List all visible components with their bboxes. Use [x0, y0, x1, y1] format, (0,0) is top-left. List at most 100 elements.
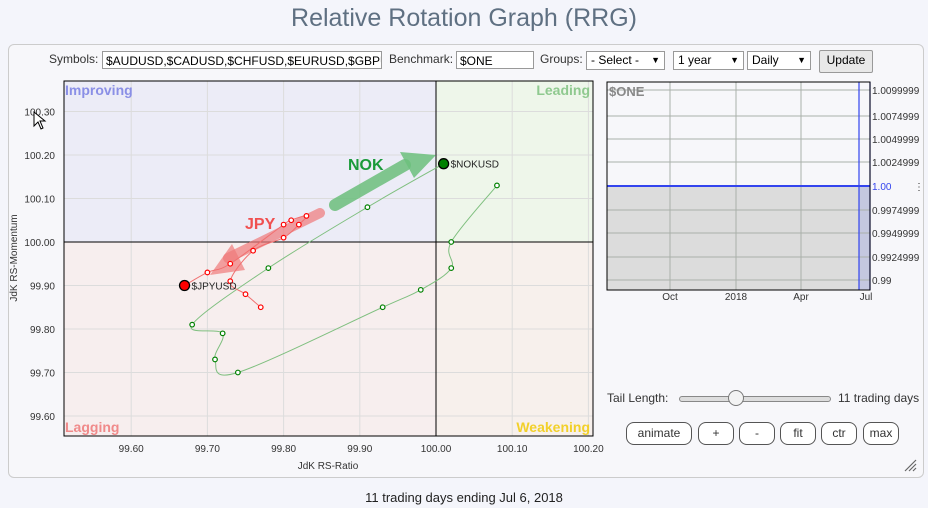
x-tick-label: 99.70: [195, 444, 220, 455]
series-tail-point[interactable]: [448, 265, 455, 272]
zoom-in-button[interactable]: +: [698, 422, 734, 445]
mini-y-tick-label: 1.0099999: [872, 86, 920, 97]
quadrant-leading: [436, 81, 593, 242]
x-tick-label: 99.60: [119, 444, 144, 455]
series-tail-point[interactable]: [303, 212, 310, 219]
nok-annotation: NOK: [348, 157, 384, 174]
series-tail-point[interactable]: [295, 221, 302, 228]
mini-x-tick-label: Apr: [793, 292, 809, 303]
y-tick-label: 100.30: [24, 108, 55, 119]
mini-y-tick-label: 1.00: [872, 182, 892, 193]
x-tick-label: 100.10: [497, 444, 528, 455]
nok-arrowhead: [400, 152, 436, 178]
series-tail-point[interactable]: [257, 304, 264, 311]
page-title: Relative Rotation Graph (RRG): [291, 4, 637, 32]
y-tick-label: 99.70: [30, 369, 55, 380]
animate-button[interactable]: animate: [626, 422, 692, 445]
footer-caption: 11 trading days ending Jul 6, 2018: [365, 490, 563, 505]
center-button[interactable]: ctr: [821, 422, 857, 445]
series-tail-point[interactable]: [212, 356, 218, 363]
series-tail-point[interactable]: [280, 221, 287, 228]
series-tail-point[interactable]: [379, 304, 386, 311]
y-tick-label: 100.00: [24, 238, 55, 249]
quadrant-lagging: [64, 242, 436, 436]
dropdown-arrow-icon: ▼: [651, 55, 660, 65]
max-button[interactable]: max: [863, 422, 899, 445]
x-tick-label: 99.80: [271, 444, 296, 455]
benchmark-input[interactable]: $ONE: [456, 51, 534, 69]
series-label: $JPYUSD: [192, 282, 237, 293]
series-tail-point[interactable]: [204, 269, 211, 276]
x-tick-label: 100.00: [421, 444, 452, 455]
jpy-arrowhead: [210, 244, 245, 275]
nok-arrow: [329, 159, 411, 211]
series-tail-point[interactable]: [227, 260, 234, 267]
quadrant-improving: [64, 81, 436, 242]
fit-button[interactable]: fit: [780, 422, 816, 445]
tail-length-label: Tail Length:: [607, 391, 669, 405]
symbols-label: Symbols:: [49, 52, 99, 66]
series-tail-point[interactable]: [417, 286, 424, 293]
tail-length-value: 11 trading days: [838, 391, 920, 405]
mini-y-tick-label: 1.0024999: [872, 158, 920, 169]
series-tail-point[interactable]: [280, 234, 287, 241]
y-tick-label: 100.20: [24, 151, 55, 162]
quadrant-leading-label: Leading: [536, 82, 590, 98]
x-tick-label: 99.90: [347, 444, 372, 455]
frequency-select[interactable]: Daily ▼: [747, 51, 811, 70]
mini-y-tick-label: 0.9924999: [872, 253, 920, 264]
period-value: 1 year: [678, 53, 712, 67]
series-tail-point[interactable]: [288, 217, 295, 224]
frequency-value: Daily: [752, 53, 779, 67]
plot-border: [63, 80, 594, 437]
period-select[interactable]: 1 year ▼: [673, 51, 744, 70]
mouse-cursor-icon: [33, 110, 47, 130]
series-tail-point[interactable]: [242, 291, 249, 298]
benchmark-label: Benchmark:: [389, 52, 454, 66]
zoom-out-button[interactable]: -: [739, 422, 775, 445]
mini-y-tick-label: 0.99: [872, 276, 892, 287]
groups-value: - Select -: [591, 53, 640, 67]
series-tail-point[interactable]: [219, 330, 226, 337]
series-tail-point[interactable]: [364, 204, 371, 211]
more-options-icon[interactable]: ⋮: [914, 182, 924, 193]
quadrant-improving-label: Improving: [65, 82, 133, 98]
series-tail-point[interactable]: [234, 369, 241, 376]
mini-y-tick-label: 1.0049999: [872, 135, 920, 146]
series-tail-point[interactable]: [189, 321, 196, 328]
series-tail-point[interactable]: [250, 247, 257, 254]
slider-handle[interactable]: [728, 390, 744, 406]
mini-chart-fill: [607, 186, 870, 290]
series-head-point[interactable]: [437, 158, 450, 170]
symbols-input[interactable]: $AUDUSD,$CADUSD,$CHFUSD,$EURUSD,$GBPUSD: [102, 51, 382, 69]
mini-x-tick-label: Jul: [860, 292, 873, 303]
series-label: $NOKUSD: [451, 160, 499, 171]
x-axis-label: JdK RS-Ratio: [298, 461, 359, 472]
series-tail-point[interactable]: [494, 182, 500, 189]
tail-length-slider[interactable]: [679, 390, 831, 406]
y-tick-label: 100.10: [24, 195, 55, 206]
mini-y-tick-label: 1.0074999: [872, 112, 920, 123]
x-tick-label: 100.20: [573, 444, 604, 455]
mini-y-tick-label: 0.9974999: [872, 206, 920, 217]
dropdown-arrow-icon: ▼: [797, 55, 806, 65]
series-tail-point[interactable]: [265, 265, 272, 272]
mini-y-tick-label: 0.9949999: [872, 229, 920, 240]
jpy-arrow: [223, 208, 325, 263]
jpy-annotation: JPY: [245, 216, 276, 233]
resize-handle-icon[interactable]: [903, 458, 917, 472]
mini-x-tick-label: 2018: [725, 292, 748, 303]
y-tick-label: 99.90: [30, 282, 55, 293]
series-head-point[interactable]: [178, 279, 191, 292]
mini-x-tick-label: Oct: [662, 292, 678, 303]
update-button[interactable]: Update: [819, 50, 873, 73]
series-tail-point[interactable]: [227, 278, 234, 285]
dropdown-arrow-icon: ▼: [730, 55, 739, 65]
quadrant-lagging-label: Lagging: [65, 419, 119, 435]
y-tick-label: 99.80: [30, 325, 55, 336]
groups-select[interactable]: - Select - ▼: [586, 51, 665, 70]
mini-chart-title: $ONE: [609, 84, 645, 99]
mini-chart-border: [606, 81, 871, 291]
series-tail-point[interactable]: [448, 239, 455, 245]
